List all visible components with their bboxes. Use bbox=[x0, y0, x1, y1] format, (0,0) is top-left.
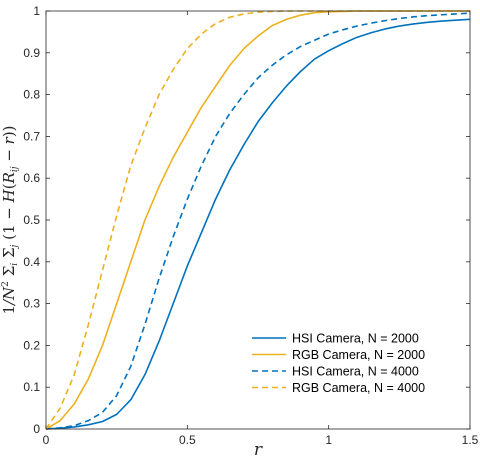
y-tick-label: 0.7 bbox=[23, 129, 40, 143]
legend-label-4: RGB Camera, N = 4000 bbox=[292, 381, 425, 395]
series-line-3 bbox=[45, 12, 471, 430]
y-tick-label: 0.1 bbox=[23, 380, 40, 394]
y-tick-label: 1 bbox=[33, 4, 40, 18]
y-tick-label: 0.2 bbox=[23, 338, 40, 352]
y-tick-label: 0.5 bbox=[23, 213, 40, 227]
axis-ticks bbox=[45, 10, 471, 430]
legend: HSI Camera, N = 2000 RGB Camera, N = 2000… bbox=[252, 332, 425, 395]
x-tick-label: 0.5 bbox=[179, 433, 196, 447]
y-tick-label: 0.9 bbox=[23, 46, 40, 60]
y-tick-label: 0.4 bbox=[23, 255, 40, 269]
svg-text:1/N2 Σi Σj (1 − H(Rij − r)): 1/N2 Σi Σj (1 − H(Rij − r)) bbox=[0, 125, 20, 314]
y-tick-label: 0.3 bbox=[23, 297, 40, 311]
y-axis-label: 1/N2 Σi Σj (1 − H(Rij − r)) bbox=[0, 125, 20, 314]
x-tick-label: 1 bbox=[325, 433, 332, 447]
y-tick-label: 0 bbox=[33, 422, 40, 436]
x-tick-label: 1.5 bbox=[462, 433, 479, 447]
legend-label-1: HSI Camera, N = 2000 bbox=[292, 332, 419, 346]
x-axis-label: r bbox=[254, 440, 263, 460]
y-tick-label: 0.8 bbox=[23, 88, 40, 102]
legend-label-3: HSI Camera, N = 4000 bbox=[292, 365, 419, 379]
series-line-1 bbox=[45, 18, 471, 430]
y-tick-label: 0.6 bbox=[23, 171, 40, 185]
tick-labels: 0 0.5 1 1.5 0 0.1 0.2 0.3 0.4 0.5 0.6 0.7 0.8 0.9 1 bbox=[23, 4, 478, 447]
x-tick-label: 0 bbox=[43, 433, 50, 447]
legend-label-2: RGB Camera, N = 2000 bbox=[292, 348, 425, 362]
